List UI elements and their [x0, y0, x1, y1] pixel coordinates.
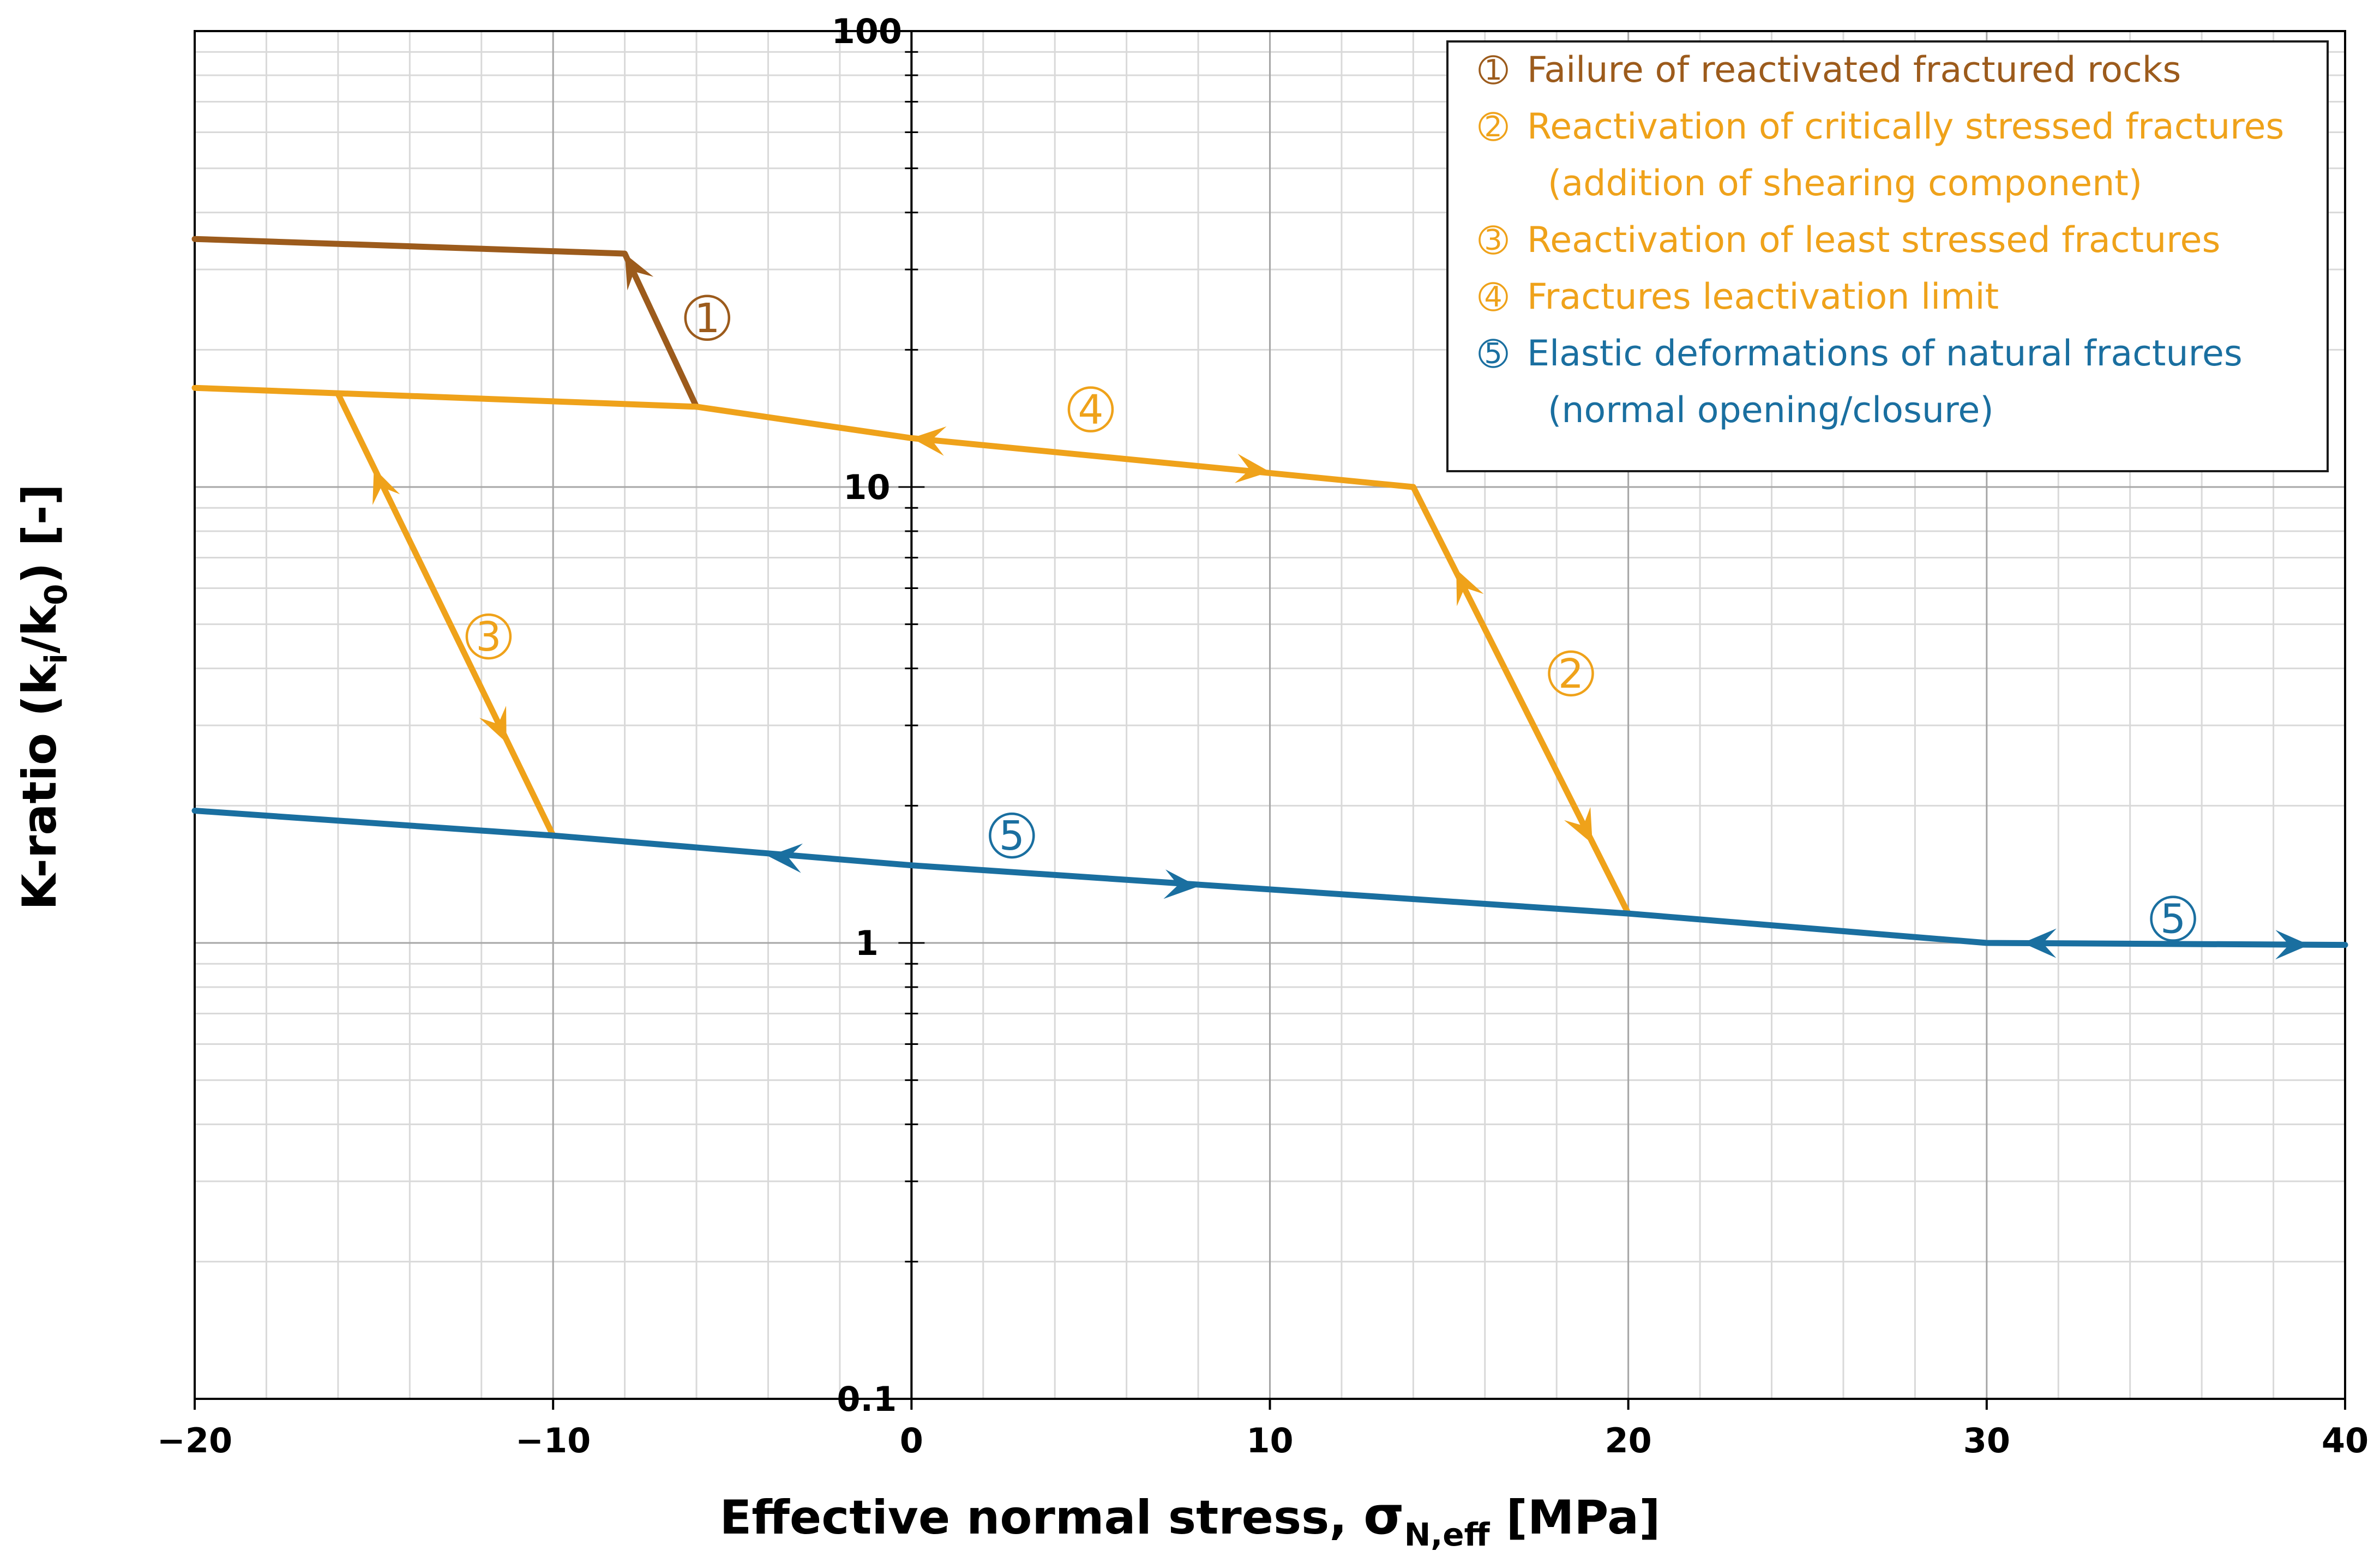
legend-marker-circle: [1479, 339, 1508, 368]
legend-box: [1446, 40, 2329, 472]
legend-entry: (normal opening/closure): [1548, 390, 1994, 431]
legend-marker-circle: [1479, 55, 1508, 85]
y-axis-title: K-ratio (ki/k0) [-]: [13, 484, 74, 910]
direction-arrowhead: [1163, 869, 1199, 899]
series-line-5: [191, 808, 2348, 948]
direction-arrowhead: [624, 254, 654, 291]
legend-marker-number: 5: [1484, 338, 1502, 370]
legend-entry-text: Failure of reactivated fractured rocks: [1527, 50, 2181, 91]
curve-annotations: 1 4 3 2 5 5: [465, 294, 2196, 943]
curve-label-circle: [465, 613, 512, 660]
direction-arrowhead: [479, 706, 507, 743]
legend-marker-number: 2: [1484, 111, 1502, 143]
legend-entry-text: (normal opening/closure): [1548, 390, 1994, 431]
curve-label-5: 5: [989, 812, 1035, 859]
legend-marker-number: 4: [1484, 281, 1502, 314]
x-tick-label: −10: [515, 1421, 591, 1460]
legend-entry-text: (addition of shearing component): [1548, 163, 2142, 204]
curve-label-circle: [1067, 386, 1114, 432]
legend-entry-text: Reactivation of critically stressed frac…: [1527, 106, 2284, 147]
y-tick-label: 100: [832, 11, 902, 51]
legend-marker-number: 1: [1484, 54, 1502, 87]
series-line-4: [191, 384, 1416, 490]
direction-arrowhead: [2275, 930, 2310, 960]
curve-label-2: 2: [1548, 650, 1594, 698]
tick-labels: −20 −10 0 10 20 30 40 0.1 1 10 100: [157, 11, 2369, 1460]
direction-arrows: [372, 254, 2310, 960]
curve-label-3: 3: [465, 613, 512, 660]
curve-label-4: 4: [1067, 386, 1114, 434]
direction-arrowhead: [768, 843, 803, 873]
legend-marker-circle: [1479, 282, 1508, 311]
curve-label-number: 5: [2160, 896, 2186, 943]
series-line-2: [1410, 484, 1632, 917]
legend-marker-circle: [1479, 225, 1508, 255]
x-tick-label: 0: [900, 1421, 923, 1460]
legend-entry: 2 Reactivation of critically stressed fra…: [1479, 106, 2284, 147]
curve-label-circle: [684, 294, 730, 341]
x-tick-label: 40: [2322, 1421, 2369, 1460]
legend-entry: 5 Elastic deformations of natural fractur…: [1479, 333, 2243, 374]
legend-entry-text: Fractures leactivation limit: [1527, 276, 1999, 317]
x-tick-label: 20: [1605, 1421, 1652, 1460]
legend-entry: (addition of shearing component): [1548, 163, 2142, 204]
legend-marker-circle: [1479, 112, 1508, 141]
direction-arrowhead: [1564, 807, 1592, 844]
y-tick-label: 10: [843, 467, 890, 507]
axes: [194, 30, 2346, 1410]
curve-label-circle: [989, 812, 1035, 859]
x-axis-title: Effective normal stress, σN,eff [MPa]: [719, 1485, 1660, 1553]
curve-label-number: 1: [694, 295, 720, 342]
curve-label-number: 4: [1078, 387, 1103, 434]
direction-arrowhead: [2022, 928, 2057, 958]
legend: 1 Failure of reactivated fractured rocks 2…: [1446, 40, 2329, 472]
direction-arrowhead: [1456, 569, 1484, 606]
series-line-3: [335, 390, 556, 839]
legend-entry-text: Elastic deformations of natural fracture…: [1527, 333, 2243, 374]
legend-entry: 3 Reactivation of least stressed fracture…: [1479, 220, 2220, 261]
legend-entry: 1 Failure of reactivated fractured rocks: [1479, 50, 2181, 91]
legend-entry: 4 Fractures leactivation limit: [1479, 276, 1999, 317]
curve-label-number: 3: [476, 614, 501, 660]
curve-label-5: 5: [2150, 895, 2196, 943]
y-tick-label: 0.1: [837, 1379, 897, 1419]
y-tick-label: 1: [855, 923, 879, 963]
curve-label-number: 5: [999, 813, 1025, 859]
direction-arrowhead: [372, 468, 400, 505]
curve-label-circle: [2150, 895, 2196, 942]
x-tick-label: 10: [1246, 1421, 1293, 1460]
x-tick-label: 30: [1963, 1421, 2010, 1460]
curve-label-number: 2: [1558, 651, 1584, 698]
legend-marker-number: 3: [1484, 224, 1502, 257]
legend-entry-text: Reactivation of least stressed fractures: [1527, 220, 2220, 261]
direction-arrowhead: [911, 426, 947, 456]
curve-label-circle: [1548, 650, 1594, 697]
curve-label-1: 1: [684, 294, 730, 342]
x-tick-label: −20: [157, 1421, 232, 1460]
direction-arrowhead: [1235, 454, 1270, 483]
